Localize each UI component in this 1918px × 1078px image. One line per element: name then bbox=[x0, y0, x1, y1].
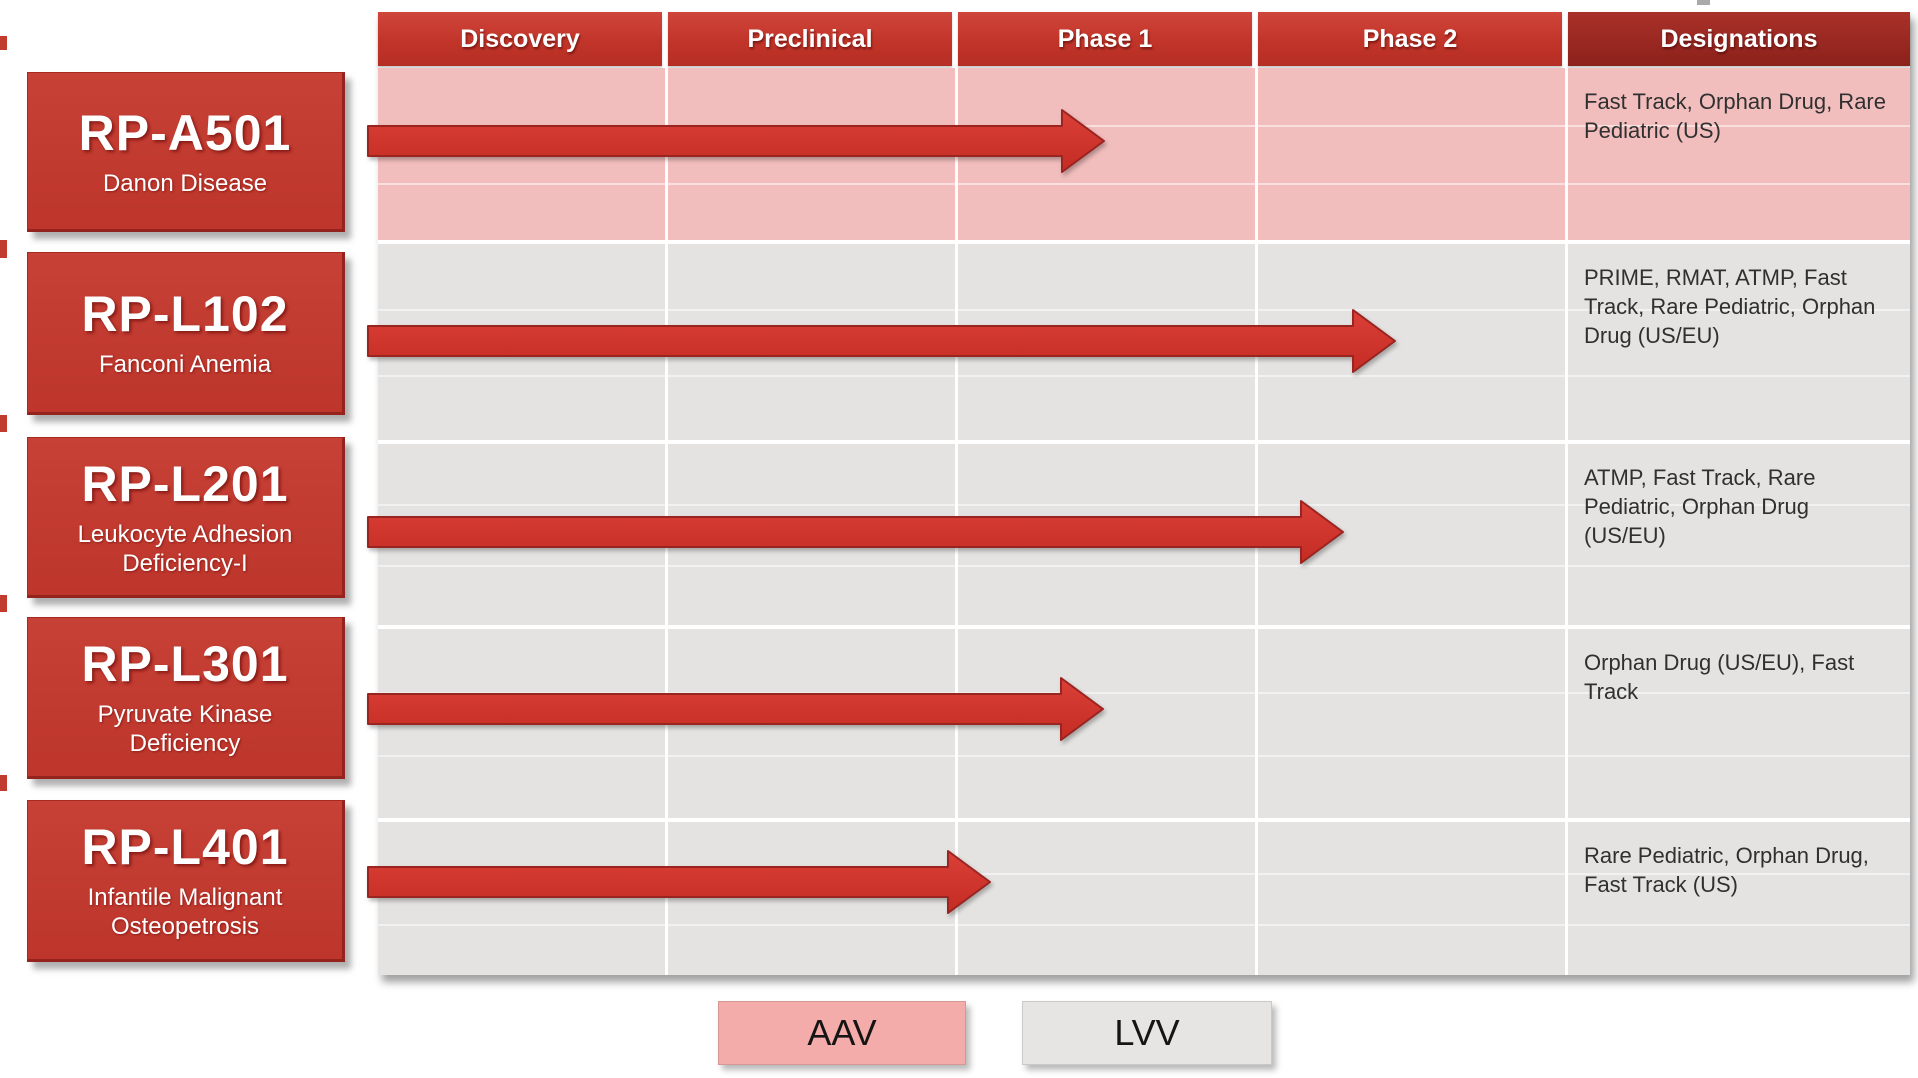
cropped-edge-artifact bbox=[0, 36, 7, 50]
pipeline-row: Rare Pediatric, Orphan Drug, Fast Track … bbox=[378, 822, 1910, 975]
designations-text: Orphan Drug (US/EU), Fast Track bbox=[1584, 650, 1855, 704]
designations-text: PRIME, RMAT, ATMP, Fast Track, Rare Pedi… bbox=[1584, 265, 1876, 348]
legend-label: LVV bbox=[1114, 1012, 1180, 1053]
program-box: RP-L401 Infantile Malignant Osteopetrosi… bbox=[27, 800, 345, 962]
stage-header-label: Designations bbox=[1660, 24, 1818, 53]
program-box: RP-A501 Danon Disease bbox=[27, 72, 345, 232]
row-subline bbox=[378, 755, 1910, 757]
column-divider bbox=[1565, 822, 1568, 975]
progress-arrow bbox=[367, 500, 1344, 564]
row-subline bbox=[378, 504, 1910, 506]
program-disease: Pyruvate Kinase Deficiency bbox=[97, 701, 273, 757]
column-divider bbox=[1255, 822, 1258, 975]
designations-text: Fast Track, Orphan Drug, Rare Pediatric … bbox=[1584, 89, 1886, 143]
column-divider bbox=[1565, 629, 1568, 818]
progress-arrow bbox=[367, 309, 1396, 373]
stage-header-cell: Designations bbox=[1568, 12, 1910, 66]
row-subline bbox=[378, 924, 1910, 926]
stage-header-cell: Discovery bbox=[378, 12, 662, 66]
row-subline bbox=[378, 309, 1910, 311]
program-box: RP-L102 Fanconi Anemia bbox=[27, 252, 345, 415]
cropped-edge-artifact bbox=[0, 240, 7, 258]
progress-arrow bbox=[367, 850, 991, 914]
legend-label: AAV bbox=[807, 1012, 877, 1053]
cropped-edge-artifact bbox=[0, 415, 7, 432]
stage-header-label: Preclinical bbox=[747, 24, 873, 53]
stage-header-cell: Phase 1 bbox=[958, 12, 1252, 66]
legend-item: AAV bbox=[718, 1001, 966, 1065]
row-subline bbox=[378, 375, 1910, 377]
cropped-edge-artifact bbox=[0, 775, 7, 791]
designations-text: ATMP, Fast Track, Rare Pediatric, Orphan… bbox=[1584, 465, 1816, 548]
column-divider bbox=[1565, 68, 1568, 240]
column-divider bbox=[1255, 68, 1258, 240]
row-subline bbox=[378, 565, 1910, 567]
stage-header-label: Discovery bbox=[460, 24, 580, 53]
program-disease: Fanconi Anemia bbox=[98, 351, 272, 379]
program-box: RP-L301 Pyruvate Kinase Deficiency bbox=[27, 617, 345, 779]
program-code: RP-L102 bbox=[81, 286, 289, 343]
column-divider bbox=[1255, 629, 1258, 818]
program-disease: Infantile Malignant Osteopetrosis bbox=[87, 884, 283, 940]
progress-arrow bbox=[367, 109, 1105, 173]
progress-arrow bbox=[367, 677, 1104, 741]
row-subline bbox=[378, 183, 1910, 185]
program-code: RP-L301 bbox=[81, 636, 289, 693]
program-box: RP-L201 Leukocyte Adhesion Deficiency-I bbox=[27, 437, 345, 598]
stage-header-cell: Phase 2 bbox=[1258, 12, 1562, 66]
designations-text: Rare Pediatric, Orphan Drug, Fast Track … bbox=[1584, 843, 1869, 897]
row-subline bbox=[378, 125, 1910, 127]
program-code: RP-A501 bbox=[78, 104, 292, 161]
stage-header-label: Phase 2 bbox=[1362, 24, 1458, 53]
row-subline bbox=[378, 692, 1910, 694]
column-divider bbox=[1565, 444, 1568, 625]
stage-header-cell: Preclinical bbox=[668, 12, 952, 66]
program-code: RP-L401 bbox=[81, 819, 289, 876]
program-disease: Leukocyte Adhesion Deficiency-I bbox=[77, 520, 293, 577]
column-divider bbox=[1565, 244, 1568, 440]
program-code: RP-L201 bbox=[81, 455, 289, 512]
column-divider bbox=[665, 822, 668, 975]
cropped-edge-artifact bbox=[1697, 0, 1710, 5]
row-subline bbox=[378, 873, 1910, 875]
cropped-edge-artifact bbox=[0, 595, 7, 612]
legend-item: LVV bbox=[1022, 1001, 1272, 1065]
stage-header-label: Phase 1 bbox=[1057, 24, 1153, 53]
program-disease: Danon Disease bbox=[102, 169, 268, 197]
